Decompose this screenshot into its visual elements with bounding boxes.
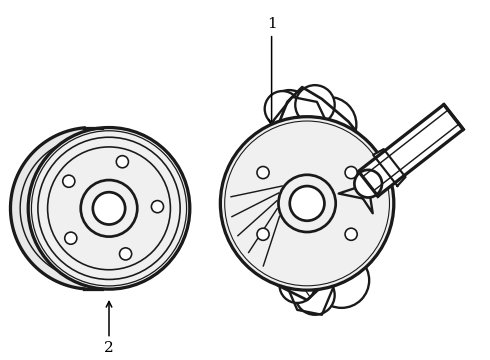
Circle shape — [290, 186, 324, 221]
Circle shape — [63, 175, 75, 187]
Circle shape — [279, 267, 315, 303]
Circle shape — [28, 127, 190, 289]
Circle shape — [257, 228, 269, 240]
Circle shape — [265, 91, 300, 127]
Polygon shape — [339, 184, 373, 213]
Text: 2: 2 — [104, 302, 114, 355]
Circle shape — [295, 275, 335, 315]
Circle shape — [268, 90, 311, 134]
Polygon shape — [373, 149, 406, 186]
Circle shape — [345, 167, 357, 179]
Circle shape — [81, 180, 137, 237]
Circle shape — [65, 232, 77, 244]
Polygon shape — [253, 97, 366, 315]
Circle shape — [301, 97, 356, 152]
Polygon shape — [359, 104, 464, 196]
Circle shape — [257, 167, 269, 179]
Text: 1: 1 — [267, 17, 276, 125]
Circle shape — [354, 170, 382, 198]
Circle shape — [314, 253, 369, 308]
Circle shape — [220, 117, 394, 290]
Circle shape — [116, 156, 128, 168]
Circle shape — [295, 85, 335, 125]
Circle shape — [120, 248, 132, 260]
Polygon shape — [10, 128, 102, 289]
Circle shape — [278, 175, 336, 232]
Circle shape — [93, 192, 125, 225]
Circle shape — [151, 201, 164, 213]
Circle shape — [345, 228, 357, 240]
Polygon shape — [268, 87, 368, 300]
